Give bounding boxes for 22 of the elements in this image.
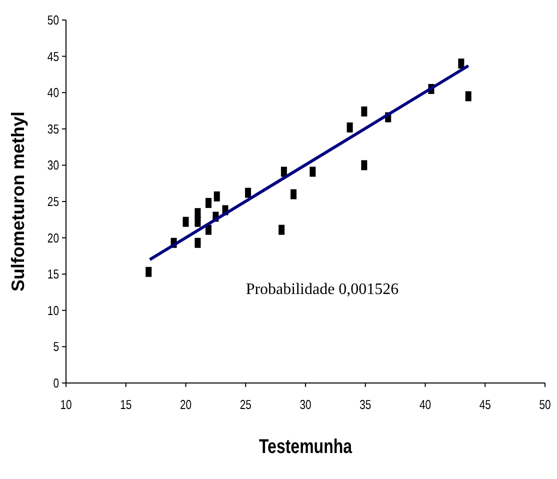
y-tick-label: 45 xyxy=(47,50,60,64)
y-axis-title: Sulfometuron methyl xyxy=(8,111,28,292)
y-tick-label: 25 xyxy=(47,195,60,210)
x-tick-label: 40 xyxy=(419,398,432,412)
y-tick-label: 0 xyxy=(53,376,60,391)
y-tick-label: 50 xyxy=(47,14,60,28)
annotation: Probabilidade 0,001526 xyxy=(246,281,399,298)
x-tick-label: 45 xyxy=(479,398,492,412)
x-tick-label: 25 xyxy=(240,398,252,412)
x-axis-title: Testemunha xyxy=(258,435,353,458)
y-tick-label: 30 xyxy=(47,158,60,174)
x-tick-label: 35 xyxy=(360,398,372,412)
y-tick-label: 20 xyxy=(47,231,60,246)
x-tick-label: 30 xyxy=(300,398,312,412)
y-tick-label: 35 xyxy=(47,122,60,137)
x-tick-label: 15 xyxy=(120,398,132,412)
y-tick-label: 10 xyxy=(47,304,60,318)
y-tick-label: 40 xyxy=(47,86,60,100)
y-tick-label: 15 xyxy=(47,268,60,282)
x-tick-label: 20 xyxy=(180,398,192,412)
x-tick-label: 50 xyxy=(539,398,552,412)
y-tick-label: 5 xyxy=(53,340,60,355)
